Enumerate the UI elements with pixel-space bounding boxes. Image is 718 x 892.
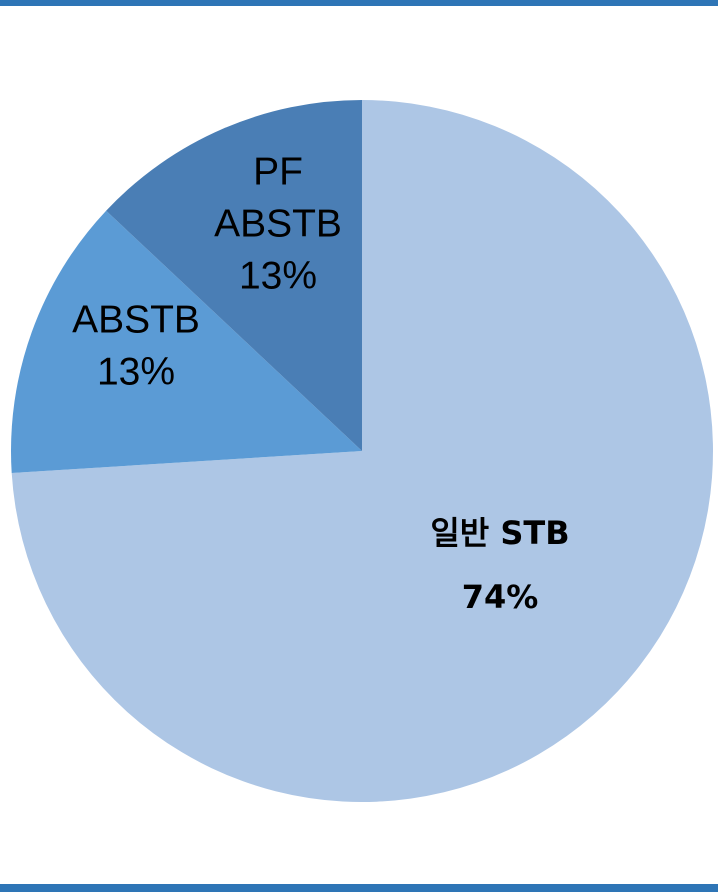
pie-labels: 일반 STB 74% ABSTB 13% PF ABSTB 13% bbox=[72, 150, 570, 616]
slice-label-line: 13% bbox=[97, 350, 175, 393]
slice-label-line: ABSTB bbox=[72, 298, 200, 341]
slice-label-line: ABSTB bbox=[214, 202, 342, 245]
slice-label-line: 13% bbox=[239, 254, 317, 297]
slice-label-line: 일반 STB bbox=[430, 514, 569, 552]
slice-label-line: PF bbox=[253, 150, 303, 193]
label-pf-abstb: PF ABSTB 13% bbox=[214, 150, 342, 297]
label-abstb: ABSTB 13% bbox=[72, 298, 200, 393]
top-border bbox=[0, 0, 718, 6]
slice-pf-abstb bbox=[106, 100, 362, 451]
label-general-stb: 일반 STB 74% bbox=[430, 514, 569, 616]
slice-abstb bbox=[10, 210, 362, 474]
bottom-border bbox=[0, 884, 718, 892]
slice-label-line: 74% bbox=[462, 578, 539, 616]
pie-slices bbox=[10, 100, 713, 803]
slice-general-stb bbox=[11, 100, 713, 803]
